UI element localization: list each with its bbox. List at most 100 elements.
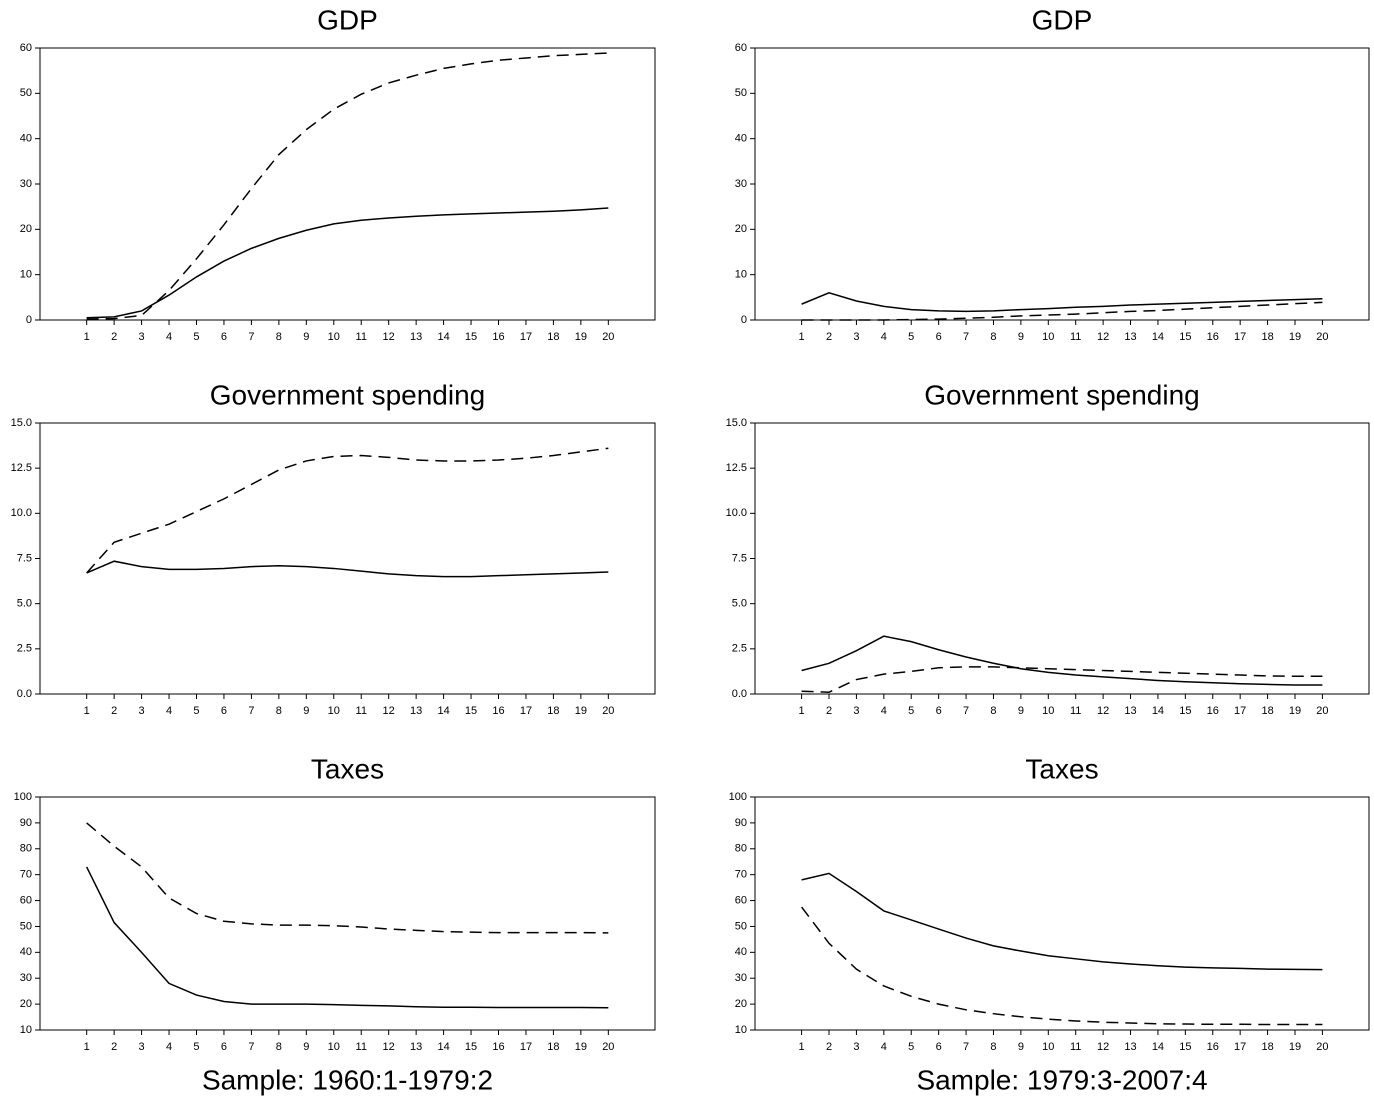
x-tick-label: 5 [908,705,914,717]
y-tick-label: 15.0 [11,417,32,429]
x-tick-label: 5 [908,331,914,343]
x-tick-label: 9 [303,1041,309,1053]
y-tick-label: 70 [735,869,747,881]
y-tick-label: 30 [735,972,747,984]
panel-title: GDP [317,4,378,35]
y-tick-label: 0 [741,314,747,326]
series-line [801,292,1323,313]
x-tick-label: 6 [221,705,227,717]
series-line [86,447,609,574]
x-tick-label: 18 [547,1041,559,1053]
x-tick-label: 9 [1018,705,1024,717]
x-tick-label: 2 [111,1041,117,1053]
y-tick-label: 12.5 [726,462,747,474]
y-tick-label: 2.5 [17,643,32,655]
y-tick-label: 40 [735,946,747,958]
x-tick-label: 4 [166,705,172,717]
x-tick-label: 17 [1234,1041,1246,1053]
y-tick-label: 30 [735,178,747,190]
x-tick-label: 11 [356,705,367,717]
x-tick-label: 14 [437,331,449,343]
y-tick-label: 7.5 [17,552,32,564]
x-tick-label: 2 [826,1041,832,1053]
y-tick-label: 5.0 [17,598,32,610]
x-tick-label: 12 [383,331,395,343]
x-tick-label: 12 [1097,1041,1109,1053]
x-tick-label: 10 [328,705,340,717]
x-tick-label: 13 [410,1041,422,1053]
y-tick-label: 30 [20,972,32,984]
panel-title: Taxes [1025,753,1098,784]
x-tick-label: 9 [303,331,309,343]
y-tick-label: 80 [735,843,747,855]
x-tick-label: 16 [1207,331,1219,343]
x-tick-label: 4 [881,331,887,343]
x-tick-label: 6 [936,1041,942,1053]
x-tick-label: 5 [193,1041,199,1053]
y-tick-label: 5.0 [732,598,747,610]
x-tick-label: 16 [492,331,504,343]
x-tick-label: 10 [1042,1041,1054,1053]
x-tick-label: 7 [963,331,969,343]
panel-title: Government spending [210,379,486,410]
series-line [801,906,1323,1026]
x-tick-label: 18 [1261,331,1273,343]
x-tick-label: 19 [575,1041,587,1053]
series-line [85,866,609,1009]
y-tick-label: 60 [735,42,747,54]
y-tick-label: 100 [14,791,32,803]
x-tick-label: 18 [1261,705,1273,717]
x-tick-label: 7 [963,1041,969,1053]
series-line [801,666,1323,693]
y-tick-label: 20 [20,223,32,235]
x-tick-label: 13 [1124,331,1136,343]
y-tick-label: 60 [20,42,32,54]
x-tick-label: 2 [111,331,117,343]
x-tick-label: 17 [520,331,532,343]
y-tick-label: 80 [20,843,32,855]
y-tick-label: 40 [20,133,32,145]
y-tick-label: 10 [20,1024,32,1036]
y-tick-label: 12.5 [11,462,32,474]
y-tick-label: 0.0 [732,688,747,700]
x-tick-label: 11 [1070,1041,1081,1053]
x-tick-label: 8 [276,705,282,717]
y-tick-label: 60 [735,894,747,906]
x-tick-label: 8 [276,331,282,343]
x-tick-label: 7 [963,705,969,717]
y-tick-label: 70 [20,869,32,881]
x-tick-label: 13 [1124,1041,1136,1053]
x-tick-label: 19 [1289,331,1301,343]
x-tick-label: 6 [221,331,227,343]
x-tick-label: 1 [84,331,90,343]
x-tick-label: 14 [1152,331,1164,343]
y-tick-label: 40 [735,133,747,145]
y-tick-label: 10 [20,269,32,281]
panel-title: Taxes [311,753,384,784]
series-line [86,822,609,934]
x-tick-label: 20 [602,331,614,343]
x-tick-label: 8 [990,331,996,343]
x-tick-label: 10 [1042,331,1054,343]
x-tick-label: 10 [328,331,340,343]
x-tick-label: 11 [356,1041,367,1053]
y-tick-label: 10 [735,1024,747,1036]
plot-frame [754,422,1370,695]
x-tick-label: 3 [853,705,859,717]
x-tick-label: 15 [465,331,477,343]
x-tick-label: 12 [383,1041,395,1053]
x-tick-label: 12 [1097,331,1109,343]
x-tick-label: 19 [1289,705,1301,717]
y-tick-label: 15.0 [726,417,747,429]
y-tick-label: 0 [26,314,32,326]
x-tick-label: 13 [410,331,422,343]
x-tick-label: 11 [1070,705,1081,717]
series-line [801,635,1323,686]
series-line [86,207,609,319]
x-tick-label: 3 [139,331,145,343]
x-tick-label: 4 [881,1041,887,1053]
y-tick-label: 60 [20,894,32,906]
x-tick-label: 14 [437,1041,449,1053]
x-tick-label: 1 [799,331,805,343]
x-tick-label: 20 [1316,705,1328,717]
